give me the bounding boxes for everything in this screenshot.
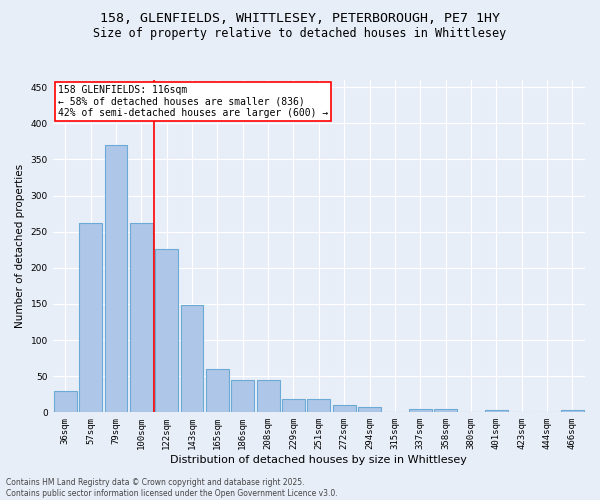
Bar [104,145,127,412]
Bar [130,223,153,412]
Bar [257,380,280,412]
Bar [409,408,431,412]
Bar [54,390,77,412]
Y-axis label: Number of detached properties: Number of detached properties [15,164,25,328]
Bar [333,405,356,412]
X-axis label: Distribution of detached houses by size in Whittlesey: Distribution of detached houses by size … [170,455,467,465]
Bar [181,306,203,412]
Bar [358,408,381,412]
Text: 158, GLENFIELDS, WHITTLESEY, PETERBOROUGH, PE7 1HY: 158, GLENFIELDS, WHITTLESEY, PETERBOROUG… [100,12,500,26]
Bar [232,380,254,412]
Bar [434,408,457,412]
Bar [282,400,305,412]
Bar [79,223,102,412]
Bar [485,410,508,412]
Text: 158 GLENFIELDS: 116sqm
← 58% of detached houses are smaller (836)
42% of semi-de: 158 GLENFIELDS: 116sqm ← 58% of detached… [58,85,328,118]
Text: Contains HM Land Registry data © Crown copyright and database right 2025.
Contai: Contains HM Land Registry data © Crown c… [6,478,338,498]
Bar [307,400,330,412]
Bar [206,369,229,412]
Bar [561,410,584,412]
Text: Size of property relative to detached houses in Whittlesey: Size of property relative to detached ho… [94,28,506,40]
Bar [155,249,178,412]
